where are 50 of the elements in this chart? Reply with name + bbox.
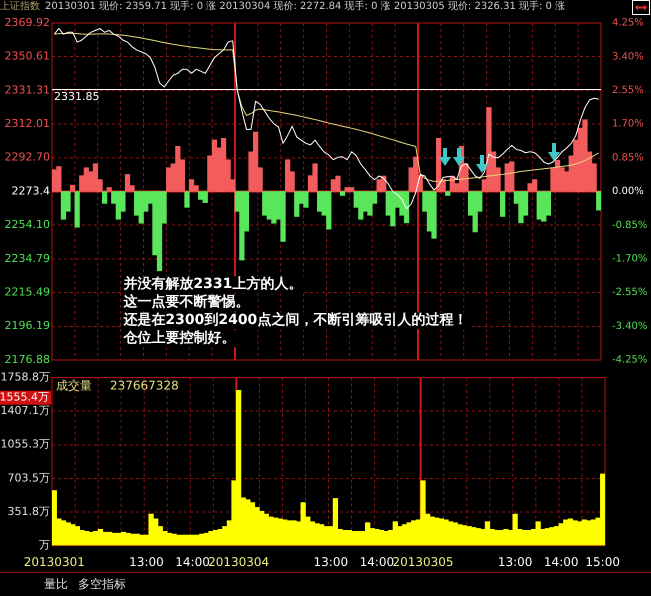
y2-tick-label: -0.85% <box>612 220 648 231</box>
y-tick-label: 1055.3万 <box>0 438 50 451</box>
x-tick-label: 15:00 <box>585 554 620 569</box>
chart-title: 成交量 <box>56 378 92 393</box>
annotation: 这一点要不断警惕。 <box>122 293 250 310</box>
y-tick-label: 2369.92 <box>4 16 50 29</box>
ref-line-label: 2331.85 <box>54 90 100 103</box>
x-tick-label: 13:00 <box>498 554 532 569</box>
annotation: 仓位上要控制好。 <box>122 330 236 346</box>
y-tick-label: 2331.31 <box>4 83 50 96</box>
y-tick-label: 2176.88 <box>4 352 50 366</box>
y-tick-label: 2312.01 <box>4 116 50 130</box>
annotation: 还是在2300到2400点之间，不断引筹吸引人的过程！ <box>122 311 468 328</box>
x-tick-label: 14:00 <box>175 554 210 569</box>
x-tick-label: 20130301 <box>24 554 85 569</box>
y2-tick-label: 3.40% <box>612 51 644 62</box>
y-tick-label: 2273.4 <box>12 184 50 198</box>
y-tick-label: 703.5万 <box>8 471 50 484</box>
y2-tick-label: -3.40% <box>612 320 648 332</box>
x-tick-label: 20130305 <box>392 554 454 569</box>
y-tick-label: 2254.10 <box>4 218 50 232</box>
y-tick-label: 万 <box>39 538 50 552</box>
y-tick-label: 1407.1万 <box>0 404 50 418</box>
annotation: 237667328 <box>110 378 179 393</box>
annotation: 并没有解放2331上方的人。 <box>122 275 302 292</box>
y-tick-label: 351.8万 <box>8 504 50 518</box>
y-tick-label: 2350.61 <box>4 50 50 63</box>
chart-title: 上证指数 <box>0 1 40 12</box>
chart-subtitle: 20130301 现价: 2359.71 现手: 0 涨 20130304 现价: 2272.84 现手: 0 涨 20130305 现价: 2326.31 现手: 0 涨 <box>45 1 566 12</box>
y2-tick-label: 1.70% <box>612 118 644 130</box>
y2-tick-label: 4.25% <box>612 18 644 29</box>
y2-tick-label: -1.70% <box>612 253 648 264</box>
y2-tick-label: -4.25% <box>612 354 648 366</box>
y-tick-label: 2234.79 <box>4 252 50 265</box>
text: 1555.4万 <box>0 390 50 404</box>
text: 多空指标 <box>78 576 126 593</box>
y2-tick-label: -2.55% <box>612 287 648 298</box>
y2-tick-label: 2.55% <box>612 84 644 96</box>
x-tick-label: 13:00 <box>314 554 348 569</box>
y-tick-label: 1758.8万 <box>0 370 50 384</box>
text: 量比 <box>44 576 68 593</box>
x-tick-label: 14:00 <box>544 554 579 569</box>
x-tick-label: 14:00 <box>360 554 394 569</box>
y2-tick-label: 0.00% <box>612 186 644 198</box>
y-tick-label: 2215.49 <box>4 285 50 298</box>
y-tick-label: 2292.70 <box>4 150 50 164</box>
x-tick-label: 13:00 <box>129 554 164 569</box>
y-tick-label: 2196.19 <box>4 319 50 332</box>
y2-tick-label: 0.85% <box>612 152 644 164</box>
x-tick-label: 20130304 <box>208 554 270 569</box>
